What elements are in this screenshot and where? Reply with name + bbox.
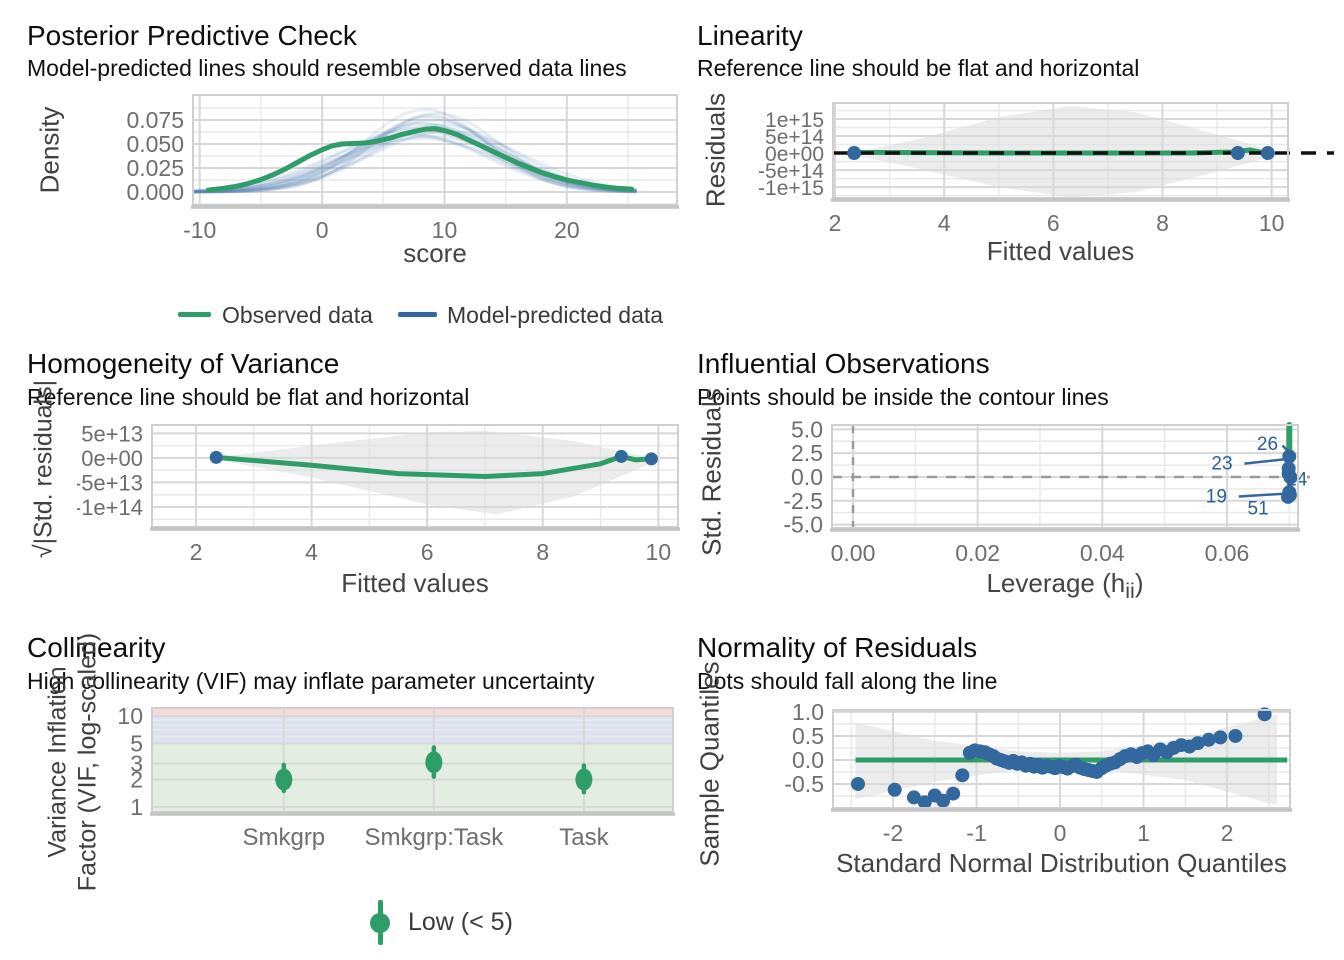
svg-text:2: 2 [190, 539, 203, 565]
svg-text:23: 23 [1211, 454, 1232, 475]
svg-text:-5.0: -5.0 [783, 512, 823, 538]
svg-text:8: 8 [1156, 210, 1169, 236]
svg-text:0e+00: 0e+00 [765, 143, 824, 166]
svg-text:-0.5: -0.5 [784, 771, 824, 797]
svg-text:0.0: 0.0 [791, 464, 823, 490]
svg-text:8: 8 [536, 539, 549, 565]
x-axis-label: Fitted values [341, 568, 489, 598]
y-axis-label: Residuals [700, 92, 731, 208]
svg-text:0: 0 [316, 217, 329, 243]
y-axis-label: Sample Quantiles [694, 661, 725, 867]
x-axis-label-close: ) [1134, 568, 1144, 598]
observed-data-line-swatch [178, 312, 211, 317]
panel-subtitle: High collinearity (VIF) may inflate para… [27, 668, 595, 694]
svg-text:0: 0 [1054, 820, 1067, 846]
svg-text:4: 4 [938, 210, 951, 236]
svg-text:Smkgrp: Smkgrp [242, 824, 325, 851]
svg-text:10: 10 [432, 217, 458, 243]
x-axis-label: score [403, 238, 467, 268]
svg-text:0.06: 0.06 [1205, 540, 1250, 566]
qq-plot: 1.00.50.0-0.5 -2 -1 0 1 2 [784, 702, 1292, 846]
svg-text:5.0: 5.0 [791, 417, 823, 442]
svg-text:5: 5 [130, 730, 143, 756]
svg-text:1: 1 [1137, 820, 1150, 846]
svg-text:-5e+13: -5e+13 [77, 470, 143, 495]
svg-text:0.000: 0.000 [126, 179, 184, 205]
svg-text:2: 2 [1221, 820, 1234, 846]
panel-subtitle: Reference line should be flat and horizo… [27, 384, 470, 410]
x-axis-label-subscript: ii [1125, 578, 1135, 604]
svg-text:51: 51 [1248, 498, 1269, 519]
x-axis-label: Standard Normal Distribution Quantiles [836, 848, 1287, 878]
svg-text:-5e+14: -5e+14 [758, 160, 824, 183]
svg-text:0.04: 0.04 [1080, 540, 1125, 566]
svg-text:Smkgrp:Task: Smkgrp:Task [365, 824, 505, 851]
panel-title: Collinearity [27, 632, 166, 663]
panel-title: Normality of Residuals [697, 632, 978, 663]
panel-title: Posterior Predictive Check [27, 20, 357, 51]
y-axis-label-line1: Variance Inflation [43, 666, 72, 858]
svg-text:6: 6 [421, 539, 434, 565]
panel-subtitle: Reference line should be flat and horizo… [697, 55, 1140, 81]
y-axis-label: Std. Residuals [696, 388, 727, 556]
svg-text:5e+13: 5e+13 [81, 421, 143, 446]
vif-legend-label: Low (< 5) [408, 908, 513, 936]
svg-text:0.075: 0.075 [126, 107, 184, 133]
svg-text:4: 4 [305, 539, 318, 565]
svg-text:1e+15: 1e+15 [765, 109, 824, 132]
legend-label-observed: Observed data [222, 302, 373, 328]
svg-text:26: 26 [1257, 434, 1278, 455]
svg-text:0.02: 0.02 [955, 540, 1000, 566]
leverage-plot: 26 23 24 19 51 5.02.50.0-2.5-5.0 0.00 0.02 0.04 0… [783, 417, 1310, 566]
svg-text:10: 10 [1259, 210, 1285, 236]
y-axis-label: √|Std. residuals| [29, 379, 58, 559]
svg-text:24: 24 [1286, 469, 1308, 490]
panel-title: Influential Observations [697, 348, 990, 379]
panel-title: Homogeneity of Variance [27, 348, 340, 379]
panel-subtitle: Model-predicted lines should resemble ob… [27, 55, 627, 81]
svg-text:1.0: 1.0 [792, 702, 824, 725]
panel-subtitle: Dots should fall along the line [697, 668, 998, 694]
svg-text:6: 6 [1047, 210, 1060, 236]
svg-text:-1e+14: -1e+14 [77, 495, 143, 520]
svg-text:-1: -1 [966, 820, 986, 846]
svg-text:2: 2 [130, 767, 143, 793]
svg-text:3: 3 [130, 751, 143, 777]
svg-text:20: 20 [554, 217, 580, 243]
svg-text:-2: -2 [883, 820, 903, 846]
svg-text:0.0: 0.0 [792, 747, 824, 773]
panel-subtitle: Points should be inside the contour line… [697, 384, 1109, 410]
svg-text:0e+00: 0e+00 [81, 446, 143, 471]
svg-text:Task: Task [559, 824, 609, 851]
svg-text:-1e+15: -1e+15 [758, 177, 824, 200]
svg-text:0.025: 0.025 [126, 155, 184, 181]
legend-label-model-predicted: Model-predicted data [447, 302, 664, 328]
svg-text:-10: -10 [183, 217, 216, 243]
svg-text:2.5: 2.5 [791, 440, 823, 466]
svg-text:1: 1 [130, 794, 143, 820]
svg-text:2: 2 [829, 210, 842, 236]
svg-text:0.5: 0.5 [792, 723, 824, 749]
svg-text:10: 10 [646, 539, 672, 565]
svg-text:-2.5: -2.5 [783, 488, 823, 514]
x-axis-label-text: Leverage (h [986, 568, 1126, 598]
svg-text:0.050: 0.050 [126, 131, 184, 157]
x-axis-label: Leverage (hii) [832, 568, 1298, 604]
svg-text:19: 19 [1206, 486, 1227, 507]
vif-legend-dot [370, 913, 390, 933]
panel-title: Linearity [697, 20, 803, 51]
svg-text:10: 10 [117, 703, 143, 729]
svg-text:5e+14: 5e+14 [765, 126, 824, 149]
model-predicted-line-swatch [398, 312, 437, 317]
x-axis-label: Fitted values [986, 236, 1135, 266]
svg-text:0.00: 0.00 [831, 540, 876, 566]
y-axis-label: Density [34, 106, 65, 194]
